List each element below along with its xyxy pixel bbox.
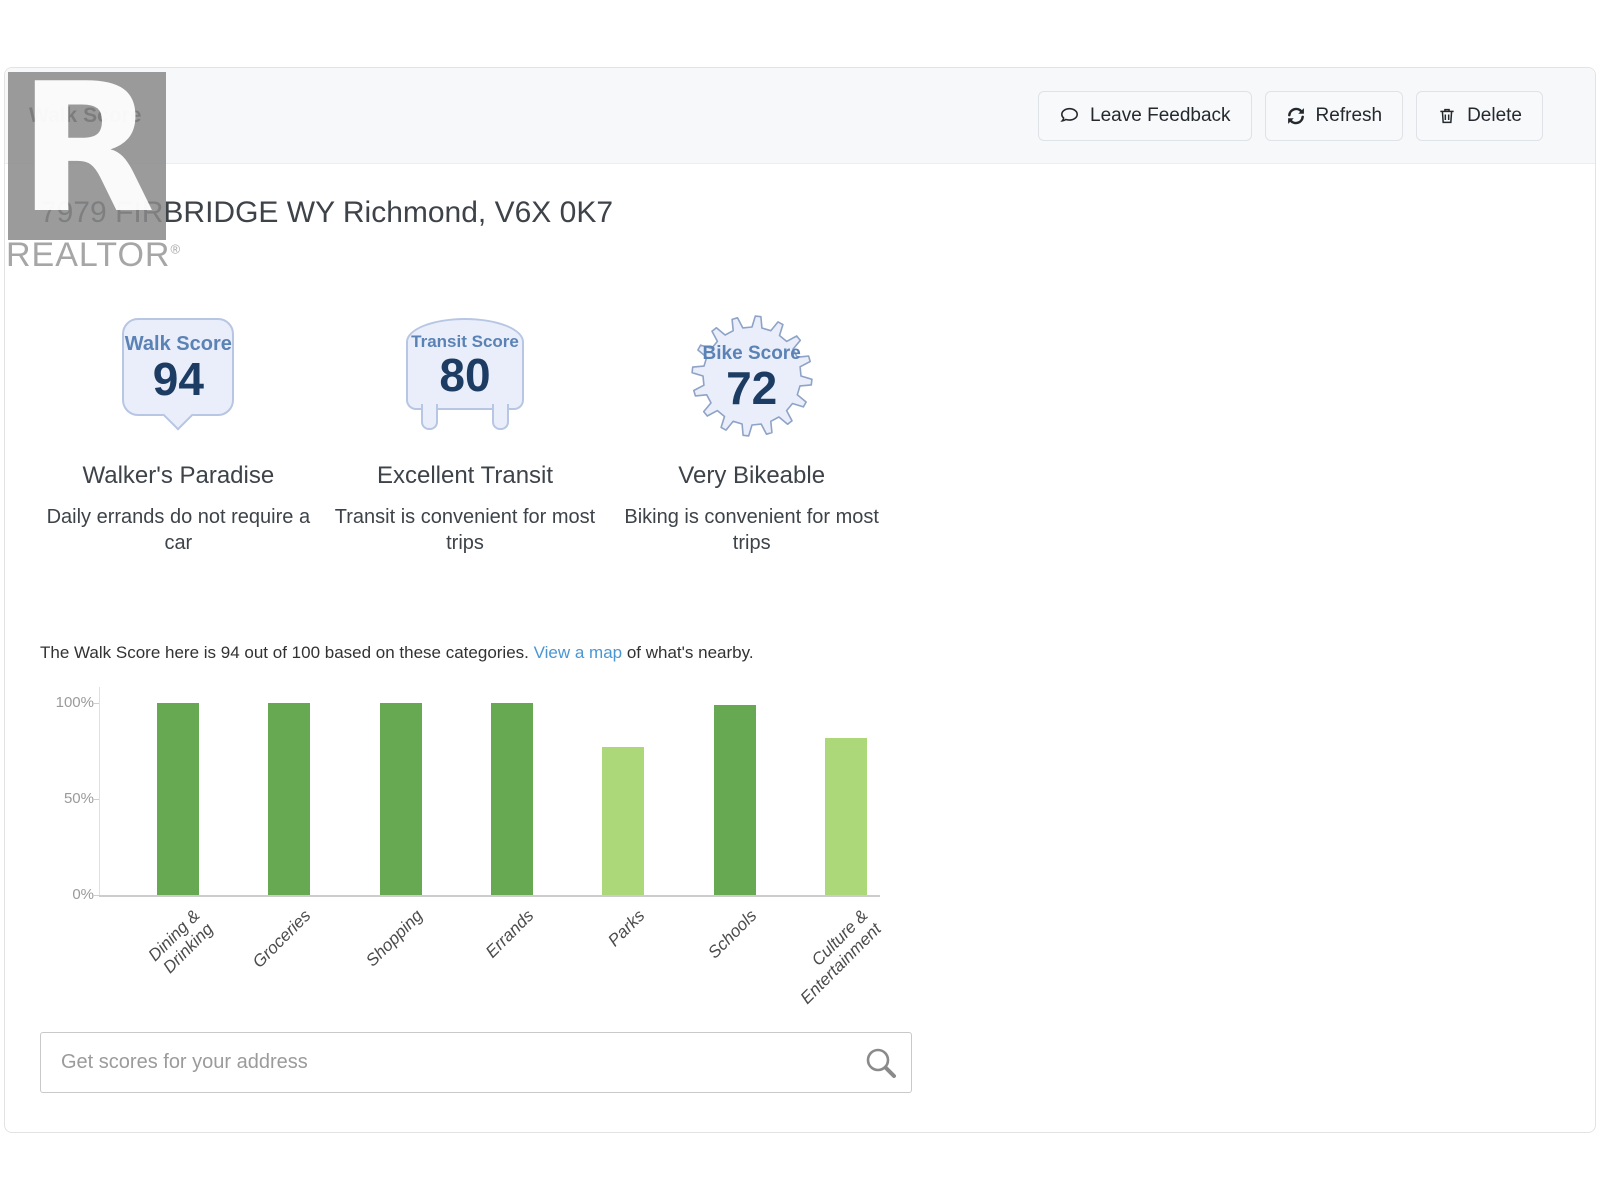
transit-score-badge-label: Transit Score <box>411 332 519 351</box>
score-badges-row: Walk Score 94 Walker's Paradise Daily er… <box>35 315 895 557</box>
trash-icon <box>1437 106 1457 126</box>
header-button-group: Leave Feedback Refresh <box>1038 90 1543 141</box>
refresh-button[interactable]: Refresh <box>1264 90 1404 141</box>
transit-score-column: Transit Score 80 Excellent Transit Trans… <box>322 318 609 557</box>
chart-bars <box>122 703 902 895</box>
chart-baseline <box>99 895 880 897</box>
walk-score-title: Walker's Paradise <box>82 462 275 489</box>
y-tick-mark <box>93 895 99 896</box>
view-a-map-link[interactable]: View a map <box>533 643 623 662</box>
bar-slot <box>233 703 344 895</box>
y-tick-label: 0% <box>72 886 94 903</box>
bar-slot <box>456 703 567 895</box>
y-tick-mark <box>93 799 99 800</box>
widget-header: Walk Score Leave Feedback <box>5 68 1595 164</box>
bus-wheel-right <box>492 404 509 430</box>
chart-y-axis-line <box>99 687 100 896</box>
y-tick-label: 100% <box>55 694 94 711</box>
gear-icon <box>690 315 813 437</box>
search-icon[interactable] <box>863 1045 899 1086</box>
chart-intro-text: The Walk Score here is 94 out of 100 bas… <box>40 643 754 662</box>
bar-slot <box>122 703 233 895</box>
refresh-icon <box>1286 106 1306 126</box>
walk-score-badge: Walk Score 94 <box>122 318 235 431</box>
y-tick-label: 50% <box>63 790 94 807</box>
walk-score-badge-label: Walk Score <box>124 333 232 355</box>
bike-score-badge: Bike Score 72 <box>690 314 814 438</box>
transit-score-badge: Transit Score 80 <box>406 318 524 430</box>
y-tick-mark <box>93 703 99 704</box>
bar-groceries <box>268 703 311 895</box>
bar-culture-entertainment <box>825 737 868 895</box>
bar-shopping <box>379 703 422 895</box>
widget-title: Walk Score <box>29 103 142 127</box>
comment-icon <box>1059 105 1080 126</box>
chart-x-labels: Dining & Drinking Groceries Shopping Errand… <box>122 902 902 1032</box>
bar-slot <box>791 703 902 895</box>
bar-slot <box>568 703 679 895</box>
bar-errands <box>490 703 533 895</box>
bike-score-badge-label: Bike Score <box>702 343 801 364</box>
walk-score-description: Daily errands do not require a car <box>46 506 311 555</box>
bus-wheel-left <box>421 404 438 430</box>
bike-score-column: Bike Score 72 Very Bikeable Biking is co… <box>608 315 895 557</box>
walk-score-value: 94 <box>152 353 204 405</box>
transit-score-title: Excellent Transit <box>376 462 554 489</box>
listing-address: 7979 FIRBRIDGE WY Richmond, V6X 0K7 <box>40 196 614 229</box>
delete-button[interactable]: Delete <box>1416 90 1543 141</box>
transit-score-description: Transit is convenient for most trips <box>334 506 596 555</box>
bike-score-description: Biking is convenient for most trips <box>624 506 879 555</box>
transit-score-value: 80 <box>439 349 491 401</box>
bike-score-value: 72 <box>726 362 778 414</box>
bar-slot <box>679 703 790 895</box>
bar-dining-drinking <box>156 703 199 895</box>
walk-score-column: Walk Score 94 Walker's Paradise Daily er… <box>35 318 322 557</box>
address-search-input[interactable] <box>41 1033 911 1092</box>
leave-feedback-button[interactable]: Leave Feedback <box>1038 90 1252 141</box>
walkscore-widget-card: Walk Score Leave Feedback <box>4 67 1596 1133</box>
bar-parks <box>602 747 645 895</box>
bar-schools <box>713 704 756 895</box>
bike-score-title: Very Bikeable <box>678 462 826 489</box>
address-search-box <box>40 1032 912 1093</box>
bar-slot <box>345 703 456 895</box>
